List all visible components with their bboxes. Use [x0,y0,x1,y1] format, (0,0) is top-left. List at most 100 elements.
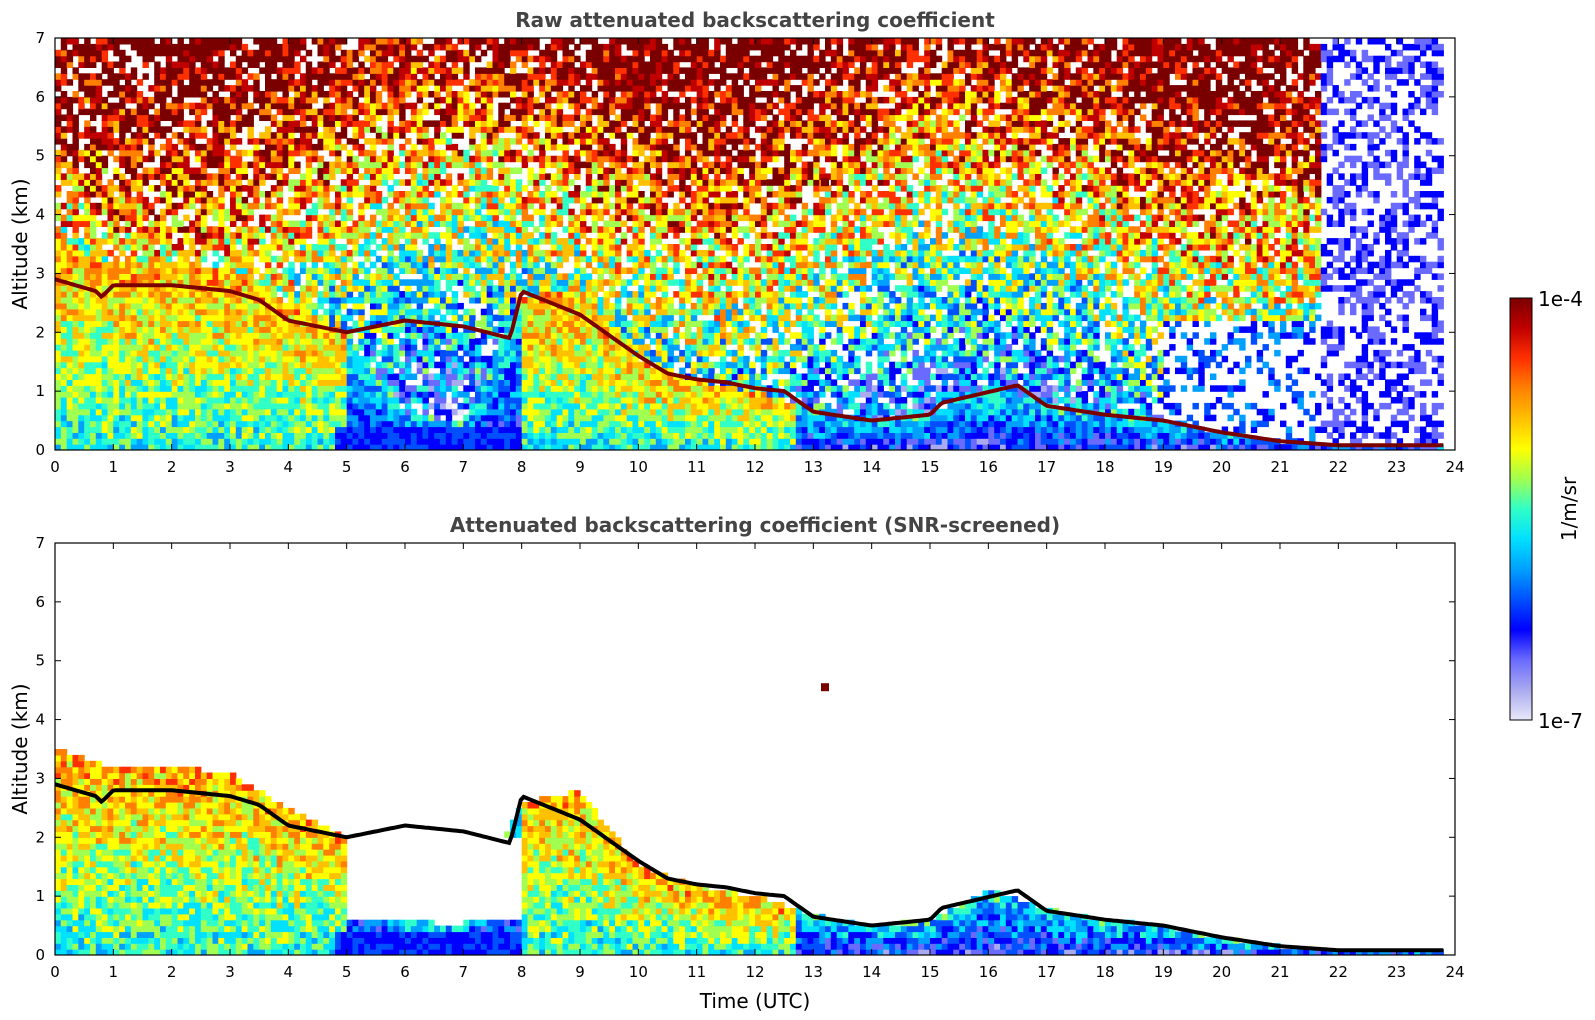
heat-cell [387,149,394,157]
heat-cell [317,349,324,357]
heat-cell [346,120,354,127]
heat-cell [317,432,324,439]
heat-cell [294,138,301,145]
heat-cell [364,420,371,428]
heat-cell [171,308,179,316]
heat-cell [498,249,505,257]
heat-cell [125,285,132,292]
heat-cell [142,244,149,251]
heat-cell [142,155,149,163]
heat-cell [195,414,202,422]
heat-cell [335,226,342,233]
heat-cell [107,220,114,227]
heat-cell [300,79,307,86]
heat-cell [463,102,470,110]
heat-cell [189,49,196,57]
heat-cell [451,297,459,304]
heat-cell [387,208,394,216]
heat-cell [84,85,91,92]
heat-cell [130,255,138,263]
heat-cell [247,49,254,57]
heat-cell [183,55,190,63]
heat-cell [498,379,505,386]
heat-cell [247,261,254,269]
heat-cell [230,385,237,392]
heat-cell [440,108,447,116]
heat-cell [235,367,243,375]
heat-cell [200,320,208,327]
heat-cell [55,397,62,404]
heat-cell [340,285,348,292]
heat-cell [329,214,336,222]
heat-cell [370,385,377,392]
heat-cell [259,214,266,222]
heat-cell [533,432,540,439]
heat-cell [125,332,132,339]
heat-cell [352,391,359,398]
heat-cell [160,320,167,327]
heat-cell [393,196,400,204]
heat-cell [498,226,505,233]
heat-cell [136,244,144,251]
heat-cell [399,226,406,233]
heat-cell [265,385,272,392]
heat-cell [206,143,214,151]
heat-cell [399,291,406,298]
heat-cell [387,114,394,121]
heat-cell [60,297,68,304]
heat-cell [259,402,266,410]
heat-cell [358,126,365,133]
heat-cell [195,185,202,192]
heat-cell [480,185,488,192]
heat-cell [119,108,126,116]
heat-cell [486,226,494,233]
heat-cell [90,326,97,333]
heat-cell [428,279,435,286]
heat-cell [78,108,85,116]
heat-cell [364,297,371,304]
heat-cell [305,73,313,80]
heat-cell [270,444,278,450]
heat-cell [247,138,254,145]
heat-cell [55,385,62,392]
heat-cell [510,397,517,404]
heat-cell [224,226,231,233]
heat-cell [335,232,342,239]
heat-cell [241,261,249,269]
heat-cell [253,249,260,257]
heat-cell [457,444,464,450]
heat-cell [323,367,330,375]
heat-cell [475,344,482,351]
heat-cell [212,273,219,280]
heat-cell [375,67,383,74]
heat-cell [142,132,149,139]
heat-cell [195,355,202,363]
heat-cell [224,361,231,369]
heat-cell [282,108,289,116]
heat-cell [375,79,383,86]
heat-cell [498,220,505,227]
heat-cell [498,314,505,322]
heat-cell [352,226,359,233]
heat-cell [428,273,435,280]
heat-cell [405,238,412,245]
heat-cell [475,438,482,445]
heat-cell [533,397,540,404]
heat-cell [160,367,167,375]
heat-cell [55,138,62,145]
heat-cell [183,85,190,92]
heat-cell [504,349,511,357]
heat-cell [60,155,68,163]
heat-cell [119,273,126,280]
heat-cell [125,344,132,351]
heat-cell [95,191,103,198]
heat-cell [78,43,85,51]
heat-cell [492,367,499,375]
heat-cell [515,55,523,63]
heat-cell [469,402,476,410]
heat-cell [335,67,342,74]
heat-cell [230,285,237,292]
heat-cell [136,273,144,280]
heat-cell [422,67,429,74]
heat-cell [78,249,85,257]
